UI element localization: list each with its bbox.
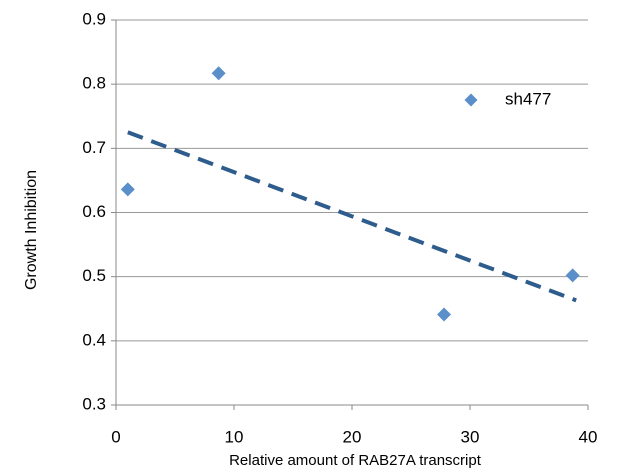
legend-label: sh477	[505, 89, 551, 108]
y-tick-label: 0.4	[82, 330, 106, 349]
point	[211, 66, 226, 81]
y-tick-label: 0.5	[82, 266, 106, 285]
point	[437, 307, 452, 322]
x-tick-label: 10	[225, 427, 244, 446]
x-tick-label: 0	[111, 427, 120, 446]
y-axis-label: Growth Inhibition	[23, 170, 40, 290]
x-tick-label: 30	[461, 427, 480, 446]
x-tick-label: 20	[343, 427, 362, 446]
y-tick-label: 0.7	[82, 138, 106, 157]
point	[565, 268, 580, 283]
legend-marker	[464, 93, 478, 107]
y-tick-label: 0.3	[82, 394, 106, 413]
trendline	[127, 130, 577, 303]
x-tick-label: 40	[579, 427, 598, 446]
y-tick-label: 0.6	[82, 202, 106, 221]
y-tick-label: 0.9	[82, 9, 106, 28]
x-axis-label: Relative amount of RAB27A transcript	[229, 452, 482, 469]
y-tick-label: 0.8	[82, 74, 106, 93]
point	[120, 182, 135, 197]
